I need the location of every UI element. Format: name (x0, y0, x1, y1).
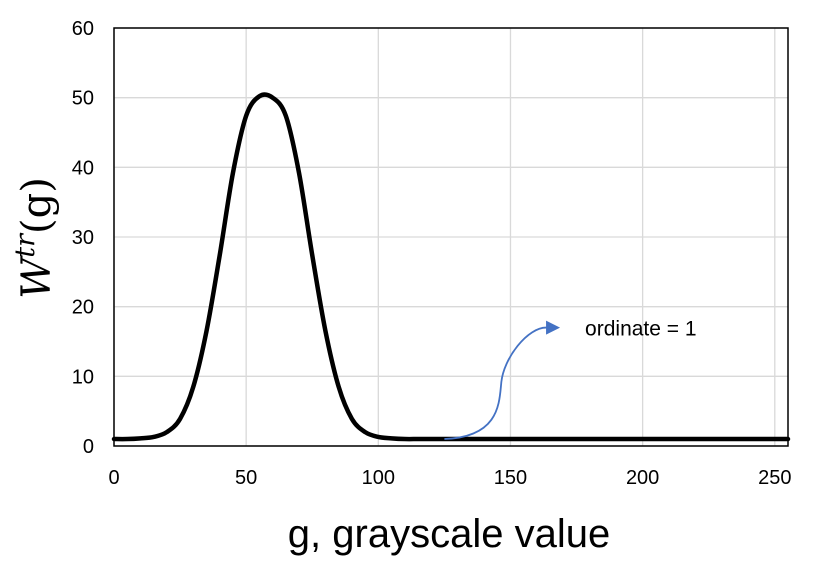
x-tick-label: 200 (626, 467, 659, 489)
plot-area-frame (113, 27, 789, 447)
x-axis-ticks: 0 50 100 150 200 250 (108, 467, 791, 489)
annotation-arrow (444, 326, 548, 440)
series-layer (111, 92, 791, 442)
x-axis-label: g, grayscale value (288, 512, 610, 556)
y-axis-label-base: W (14, 255, 60, 299)
x-tick-label: 250 (758, 467, 791, 489)
x-tick-label: 0 (108, 467, 119, 489)
grid-lines (113, 27, 788, 447)
x-tick-label: 150 (494, 467, 527, 489)
y-tick-label: 30 (72, 227, 94, 249)
y-axis-label-sup: tr (10, 232, 41, 258)
y-tick-label: 10 (72, 366, 94, 388)
x-tick-label: 50 (235, 467, 257, 489)
y-tick-label: 40 (72, 157, 94, 179)
annotation-layer: ordinate = 1 (444, 318, 697, 440)
annotation-arrowhead (546, 320, 561, 335)
y-axis-label-arg: (g) (14, 177, 60, 234)
series-line (111, 92, 791, 442)
y-tick-label: 60 (72, 18, 94, 40)
annotation-text: ordinate = 1 (585, 318, 697, 341)
x-tick-label: 100 (362, 467, 395, 489)
y-tick-label: 0 (83, 436, 94, 458)
y-axis-ticks: 0 10 20 30 40 50 60 (72, 18, 94, 458)
y-tick-label: 50 (72, 88, 94, 110)
y-axis-label: Wtr(g) (10, 177, 60, 299)
y-tick-label: 20 (72, 297, 94, 319)
